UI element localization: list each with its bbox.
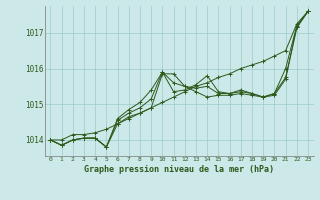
- X-axis label: Graphe pression niveau de la mer (hPa): Graphe pression niveau de la mer (hPa): [84, 165, 274, 174]
